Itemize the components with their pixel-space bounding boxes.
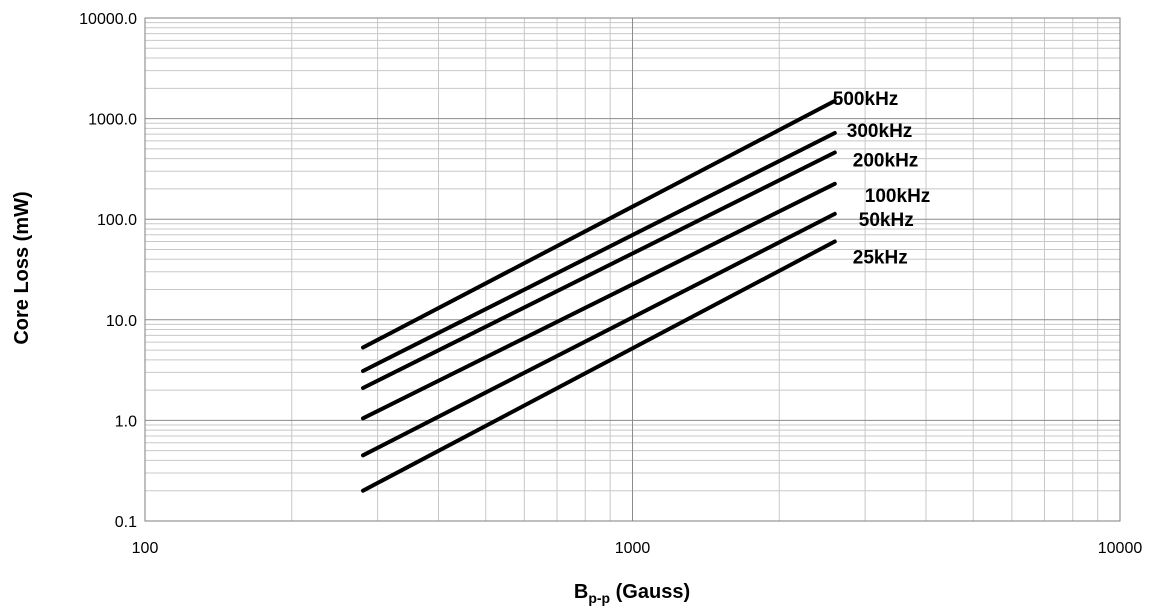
x-axis-title-rest: (Gauss) [610,581,690,603]
y-axis-title: Core Loss (mW) [11,191,33,344]
series-lines [361,98,837,493]
series-label-500kHz: 500kHz [833,89,899,110]
series-line-500kHz [361,98,837,350]
series-label-300kHz: 300kHz [847,121,913,142]
series-label-200kHz: 200kHz [853,151,919,172]
x-axis-title-main: B [574,581,588,603]
x-axis-title-subscript: p-p [588,590,610,606]
series-line-100kHz [361,181,837,421]
series-label-100kHz: 100kHz [865,186,931,207]
plot-area-frame [144,17,1121,522]
x-tick-label: 10000 [1098,540,1143,557]
y-tick-label: 1000.0 [88,112,137,129]
y-tick-label: 100.0 [97,212,137,229]
x-axis-title: Bp-p (Gauss) [574,581,690,606]
y-tick-label: 10000.0 [79,11,137,28]
series-label-50kHz: 50kHz [859,210,914,231]
y-tick-label: 1.0 [115,413,137,430]
major-gridlines [144,18,1120,522]
y-tick-labels: 0.1 1.0 10.0 100.0 1000.0 10000.0 [79,11,137,531]
y-tick-label: 0.1 [115,514,137,531]
series-line-25kHz [361,239,837,493]
series-line-300kHz [361,131,837,373]
series-labels: 500kHz 300kHz 200kHz 100kHz 50kHz 25kHz [833,89,931,269]
y-tick-label: 10.0 [106,313,137,330]
series-line-200kHz [361,150,837,390]
series-label-25kHz: 25kHz [853,248,908,269]
x-tick-labels: 100 1000 10000 [132,540,1143,557]
x-tick-label: 100 [132,540,159,557]
series-line-50kHz [361,211,837,458]
x-tick-label: 1000 [615,540,651,557]
